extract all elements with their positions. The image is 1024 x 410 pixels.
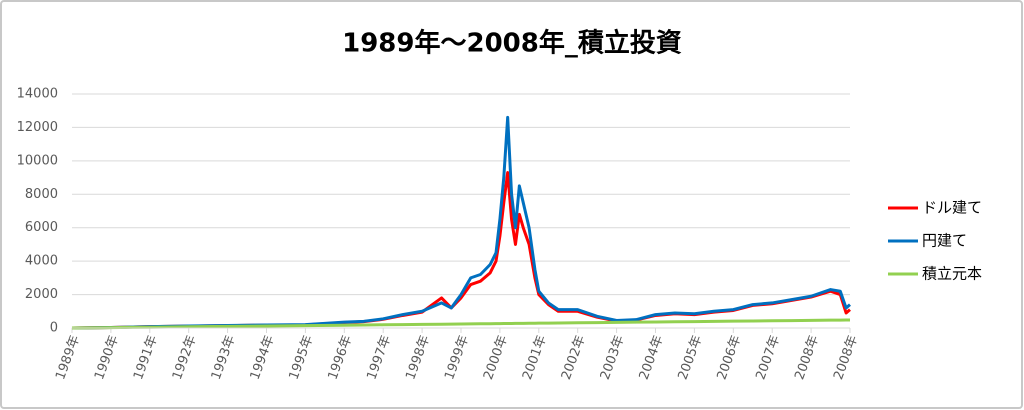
y-tick-label: 12000 (17, 120, 58, 135)
y-tick-label: 6000 (25, 220, 58, 235)
y-tick-label: 14000 (17, 87, 58, 102)
y-tick-label: 0 (50, 321, 58, 336)
y-tick-label: 2000 (25, 287, 58, 302)
series-line (71, 115, 851, 330)
legend-label: ドル建て (922, 199, 982, 217)
chart-title: 1989年～2008年_積立投資 (342, 28, 682, 59)
legend-label: 円建て (922, 232, 967, 250)
y-tick-label: 4000 (25, 254, 58, 269)
y-tick-label: 8000 (25, 187, 58, 202)
y-tick-label: 10000 (17, 153, 58, 168)
series-line (71, 318, 851, 330)
legend-label: 積立元本 (922, 265, 982, 283)
